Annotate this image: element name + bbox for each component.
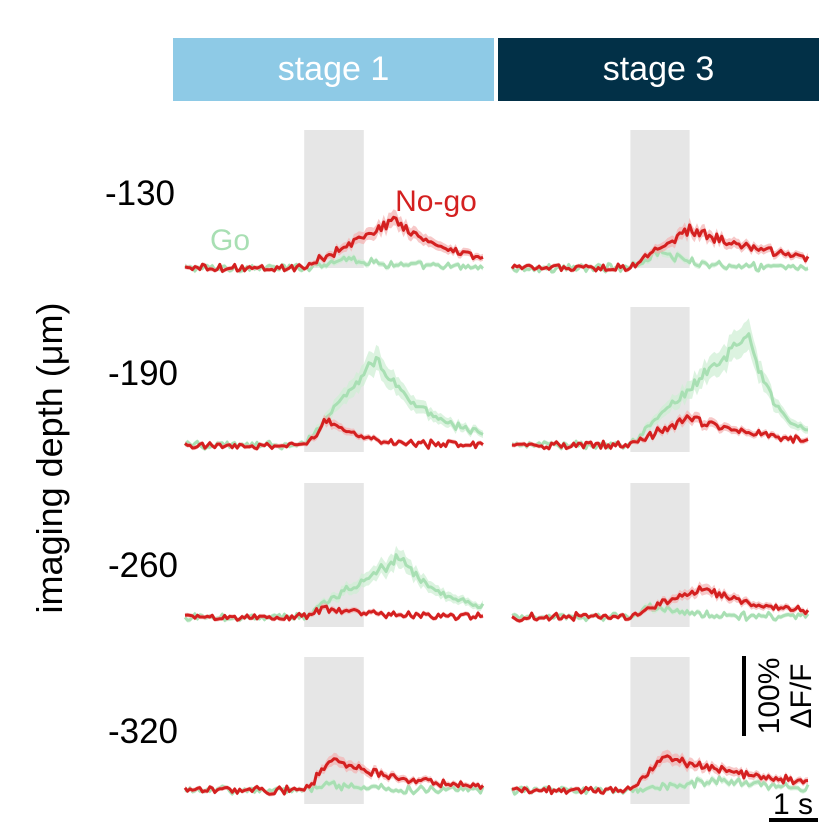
stimulus-windows: [304, 130, 690, 804]
stage-1-label: stage 1: [277, 50, 390, 88]
nogo-trace-1-1: [511, 414, 809, 451]
stage-3-label: stage 3: [602, 50, 715, 88]
scalebar-unit-label: ΔF/F: [785, 663, 818, 728]
stage-1-header: stage 1: [173, 38, 494, 101]
depth-label-190: -190: [108, 354, 178, 393]
legend-nogo: No-go: [395, 185, 477, 218]
go-sem-band-1-1: [512, 318, 808, 451]
nogo-trace-2-1: [511, 585, 810, 623]
go-trace-3-1: [510, 775, 810, 796]
go-sem-band-2-1: [512, 600, 808, 623]
depth-label-260: -260: [108, 546, 178, 585]
nogo-trace-2-0: [184, 604, 484, 622]
scalebar-time-label: 1 s: [773, 788, 813, 821]
depth-label-320: -320: [108, 712, 178, 751]
nogo-trace-3-0: [183, 757, 485, 796]
nogo-trace-0-0: [184, 215, 484, 273]
stimulus-window-2-0: [304, 483, 364, 627]
nogo-trace-1-0: [184, 417, 484, 451]
stage-3-header: stage 3: [498, 38, 819, 101]
go-sem-band-2-0: [185, 545, 483, 623]
trace-layer: [183, 209, 810, 797]
y-axis-label: imaging depth (μm): [29, 303, 70, 614]
depth-label-130: -130: [105, 174, 175, 213]
scalebar-percent-label: 100%: [753, 658, 786, 735]
nogo-trace-3-1: [511, 754, 809, 796]
nogo-sem-band-3-0: [185, 752, 483, 797]
stimulus-window-0-0: [304, 130, 364, 268]
nogo-sem-band-0-1: [512, 217, 808, 274]
nogo-trace-0-1: [510, 223, 810, 273]
legend-go: Go: [210, 224, 250, 257]
